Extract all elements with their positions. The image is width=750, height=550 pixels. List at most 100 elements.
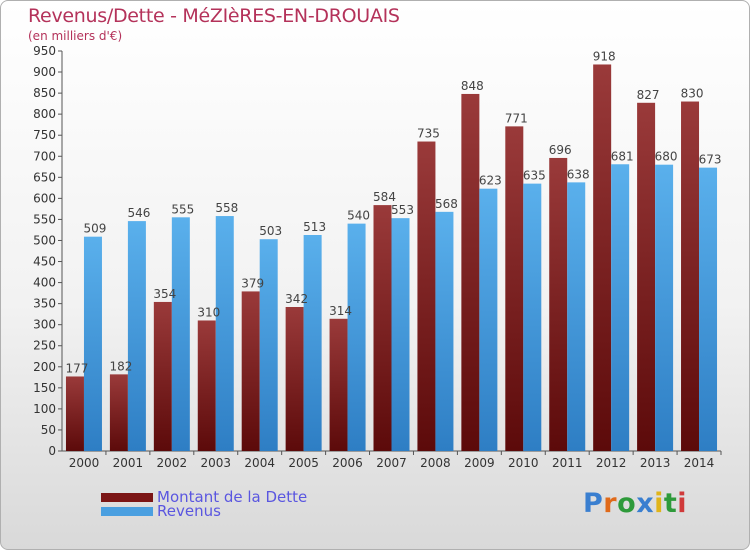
bar-revenus-2014	[699, 167, 718, 451]
bar-dette-2001	[109, 374, 128, 451]
data-label-dette: 354	[153, 287, 176, 301]
bar-dette-2000	[65, 376, 84, 451]
chart-subtitle: (en milliers d'€)	[28, 29, 123, 43]
x-tick-label: 2013	[640, 456, 671, 470]
logo-letter: i	[677, 488, 688, 519]
data-label-revenus: 555	[171, 202, 194, 216]
bar-dette-2005	[285, 307, 304, 451]
x-tick-label: 2001	[113, 456, 144, 470]
chart-title: Revenus/Dette - MéZIèRES-EN-DROUAIS	[28, 5, 400, 27]
data-label-revenus: 558	[215, 201, 238, 215]
bar-dette-2010	[505, 126, 524, 452]
y-tick-label: 150	[33, 381, 56, 395]
bar-dette-2013	[637, 102, 656, 451]
x-tick-label: 2012	[596, 456, 627, 470]
proxiti-logo: Proxiti	[583, 488, 687, 519]
data-label-revenus: 509	[84, 222, 107, 236]
data-label-dette: 310	[197, 305, 220, 319]
y-tick-label: 400	[33, 276, 56, 290]
data-label-revenus: 540	[347, 209, 370, 223]
bar-dette-2002	[153, 301, 172, 451]
data-label-dette: 830	[681, 87, 704, 101]
y-tick-label: 850	[33, 86, 56, 100]
bar-dette-2003	[197, 320, 216, 451]
data-label-dette: 314	[329, 304, 352, 318]
bar-revenus-2011	[567, 182, 586, 452]
y-tick-label: 50	[41, 423, 56, 437]
logo-letter: t	[663, 488, 678, 519]
bar-revenus-2006	[347, 223, 366, 451]
data-label-dette: 696	[549, 143, 572, 157]
data-labels: 177 509 182 546 354 555 310 558 379 503 342 513 314 5…	[66, 49, 722, 375]
data-label-dette: 771	[505, 111, 528, 125]
x-tick-label: 2006	[332, 456, 363, 470]
y-tick-label: 300	[33, 318, 56, 332]
bar-dette-2006	[329, 318, 348, 451]
logo-letter: i	[654, 488, 664, 519]
logo-letter: x	[636, 488, 655, 519]
y-tick-label: 900	[33, 65, 56, 79]
legend-label-dette: Montant de la Dette	[157, 488, 308, 506]
x-tick-label: 2010	[508, 456, 539, 470]
bar-revenus-2013	[655, 164, 674, 451]
y-tick-label: 600	[33, 191, 56, 205]
bar-revenus-2002	[171, 217, 190, 451]
x-tick-label: 2004	[244, 456, 275, 470]
y-tick-label: 950	[33, 44, 56, 58]
data-label-revenus: 673	[699, 153, 722, 167]
legend-label-revenus: Revenus	[157, 502, 221, 520]
data-label-revenus: 546	[127, 206, 150, 220]
bar-dette-2004	[241, 291, 260, 451]
data-label-revenus: 503	[259, 224, 282, 238]
data-label-dette: 918	[593, 49, 616, 63]
y-tick-label: 100	[33, 402, 56, 416]
x-tick-label: 2002	[157, 456, 188, 470]
y-tick-label: 800	[33, 107, 56, 121]
data-label-dette: 177	[66, 361, 89, 375]
bar-dette-2014	[681, 101, 700, 452]
data-label-revenus: 623	[479, 174, 502, 188]
y-tick-label: 250	[33, 339, 56, 353]
y-tick-label: 500	[33, 233, 56, 247]
bar-dette-2009	[461, 93, 480, 452]
bar-revenus-2004	[259, 239, 278, 451]
y-tick-label: 750	[33, 128, 56, 142]
bars	[65, 64, 718, 452]
logo-letter: o	[617, 488, 637, 519]
data-label-dette: 379	[241, 276, 264, 290]
x-tick-label: 2000	[69, 456, 100, 470]
legend-item-dette: Montant de la Dette	[101, 488, 307, 506]
data-label-revenus: 681	[611, 149, 634, 163]
x-tick-label: 2014	[684, 456, 715, 470]
bar-dette-2012	[593, 64, 612, 451]
data-label-revenus: 553	[391, 203, 414, 217]
x-tick-label: 2003	[200, 456, 231, 470]
data-label-revenus: 680	[655, 150, 678, 164]
data-label-dette: 182	[109, 359, 132, 373]
data-label-revenus: 635	[523, 169, 546, 183]
bar-revenus-2007	[391, 218, 410, 451]
bar-revenus-2012	[611, 164, 630, 451]
y-tick-label: 350	[33, 297, 56, 311]
bar-revenus-2005	[303, 235, 322, 451]
bar-revenus-2003	[215, 216, 234, 451]
x-tick-label: 2007	[376, 456, 407, 470]
bar-revenus-2009	[479, 188, 498, 451]
data-label-revenus: 513	[303, 220, 326, 234]
data-label-dette: 584	[373, 190, 396, 204]
bar-dette-2008	[417, 141, 436, 452]
x-tick-label: 2008	[420, 456, 451, 470]
x-tick-label: 2009	[464, 456, 495, 470]
bar-revenus-2008	[435, 211, 454, 451]
bar-dette-2011	[549, 157, 568, 451]
legend-item-revenus: Revenus	[101, 502, 221, 520]
y-tick-label: 550	[33, 212, 56, 226]
legend-swatch-revenus	[101, 506, 153, 516]
bar-revenus-2010	[523, 183, 542, 451]
bar-revenus-2000	[83, 236, 102, 451]
logo-letter: r	[603, 488, 618, 519]
data-label-dette: 342	[285, 292, 308, 306]
x-tick-label: 2011	[552, 456, 583, 470]
